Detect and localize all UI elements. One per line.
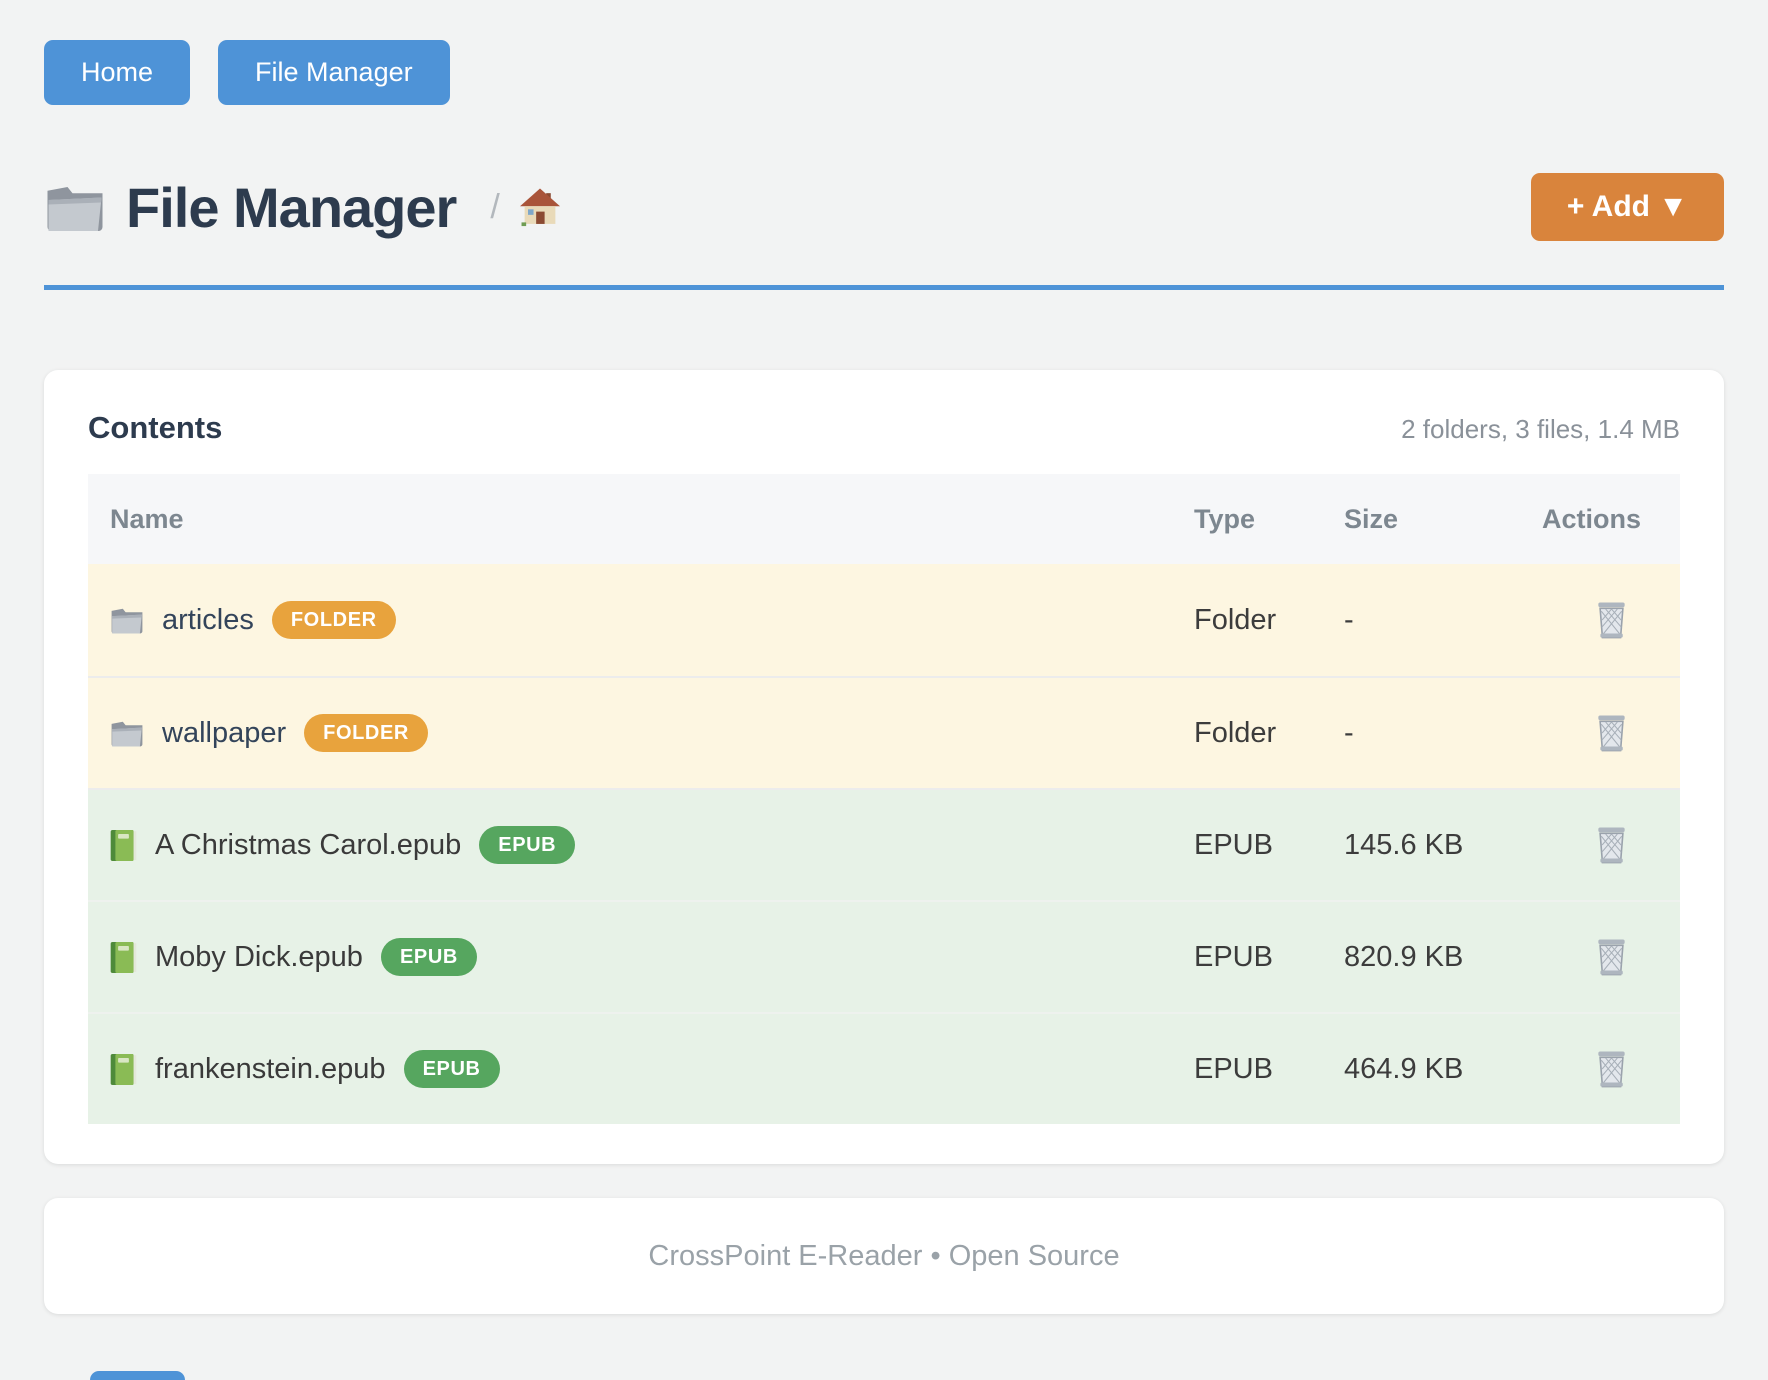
- contents-card: Contents 2 folders, 3 files, 1.4 MB Name…: [44, 370, 1724, 1164]
- entry-badge: EPUB: [380, 938, 477, 976]
- trash-icon: [1595, 938, 1628, 976]
- entry-badge: FOLDER: [271, 601, 396, 639]
- entry-badge: EPUB: [403, 1050, 500, 1088]
- entry-type: Folder: [1194, 603, 1277, 636]
- delete-button[interactable]: [1591, 597, 1632, 643]
- entry-type: EPUB: [1194, 940, 1273, 973]
- contents-title: Contents: [88, 410, 223, 445]
- entry-size: -: [1344, 603, 1354, 636]
- folder-icon: [110, 719, 144, 747]
- page: Home File Manager File Manager /: [44, 40, 1724, 1314]
- column-header-name: Name: [110, 503, 184, 534]
- file-manager-button[interactable]: File Manager: [218, 40, 450, 105]
- entry-size: 820.9 KB: [1344, 940, 1464, 973]
- entry-badge: FOLDER: [304, 714, 428, 752]
- trash-icon: [1595, 826, 1628, 864]
- table-header-row: Name Type Size Actions: [88, 474, 1680, 564]
- file-table: Name Type Size Actions articles FOLDER F…: [88, 474, 1680, 1124]
- table-row: articles FOLDER Folder -: [88, 564, 1680, 676]
- delete-button[interactable]: [1591, 1046, 1632, 1092]
- top-nav: Home File Manager: [44, 40, 1724, 105]
- table-row: frankenstein.epub EPUB EPUB 464.9 KB: [88, 1012, 1680, 1124]
- entry-size: 145.6 KB: [1344, 828, 1464, 861]
- peek-button-top[interactable]: [90, 1371, 185, 1380]
- entry-name-link[interactable]: articles: [162, 603, 254, 636]
- home-button[interactable]: Home: [44, 40, 191, 105]
- page-header: File Manager / + Add ▼: [44, 173, 1724, 241]
- delete-button[interactable]: [1591, 710, 1632, 756]
- entry-name-link[interactable]: Moby Dick.epub: [155, 940, 363, 973]
- column-header-type: Type: [1194, 503, 1256, 534]
- table-row: Moby Dick.epub EPUB EPUB 820.9 KB: [88, 900, 1680, 1012]
- trash-icon: [1595, 601, 1628, 639]
- entry-name-link[interactable]: wallpaper: [162, 716, 287, 749]
- table-row: A Christmas Carol.epub EPUB EPUB 145.6 K…: [88, 788, 1680, 900]
- folder-icon: [44, 182, 106, 232]
- trash-icon: [1595, 1050, 1628, 1088]
- column-header-size: Size: [1344, 503, 1399, 534]
- delete-button[interactable]: [1591, 822, 1632, 868]
- green-book-icon: [110, 829, 137, 862]
- entry-name-link[interactable]: frankenstein.epub: [155, 1052, 386, 1085]
- home-house-icon[interactable]: [519, 187, 560, 227]
- green-book-icon: [110, 941, 137, 974]
- entry-badge: EPUB: [479, 826, 576, 864]
- entry-name-link[interactable]: A Christmas Carol.epub: [155, 828, 462, 861]
- green-book-icon: [110, 1053, 137, 1086]
- title-divider: [44, 285, 1724, 290]
- contents-summary: 2 folders, 3 files, 1.4 MB: [1401, 414, 1680, 444]
- entry-size: -: [1344, 716, 1354, 749]
- delete-button[interactable]: [1591, 934, 1632, 980]
- add-button[interactable]: + Add ▼: [1530, 173, 1724, 241]
- entry-size: 464.9 KB: [1344, 1052, 1464, 1085]
- column-header-actions: Actions: [1542, 503, 1642, 534]
- entry-type: EPUB: [1194, 828, 1273, 861]
- footer: CrossPoint E-Reader • Open Source: [44, 1198, 1724, 1314]
- trash-icon: [1595, 714, 1628, 752]
- entry-type: Folder: [1194, 716, 1277, 749]
- breadcrumb-separator: /: [490, 187, 500, 226]
- footer-text: CrossPoint E-Reader • Open Source: [648, 1239, 1120, 1272]
- table-row: wallpaper FOLDER Folder -: [88, 676, 1680, 788]
- entry-type: EPUB: [1194, 1052, 1273, 1085]
- table-body: articles FOLDER Folder -: [88, 564, 1680, 1124]
- page-title: File Manager: [126, 175, 457, 239]
- folder-icon: [110, 606, 144, 634]
